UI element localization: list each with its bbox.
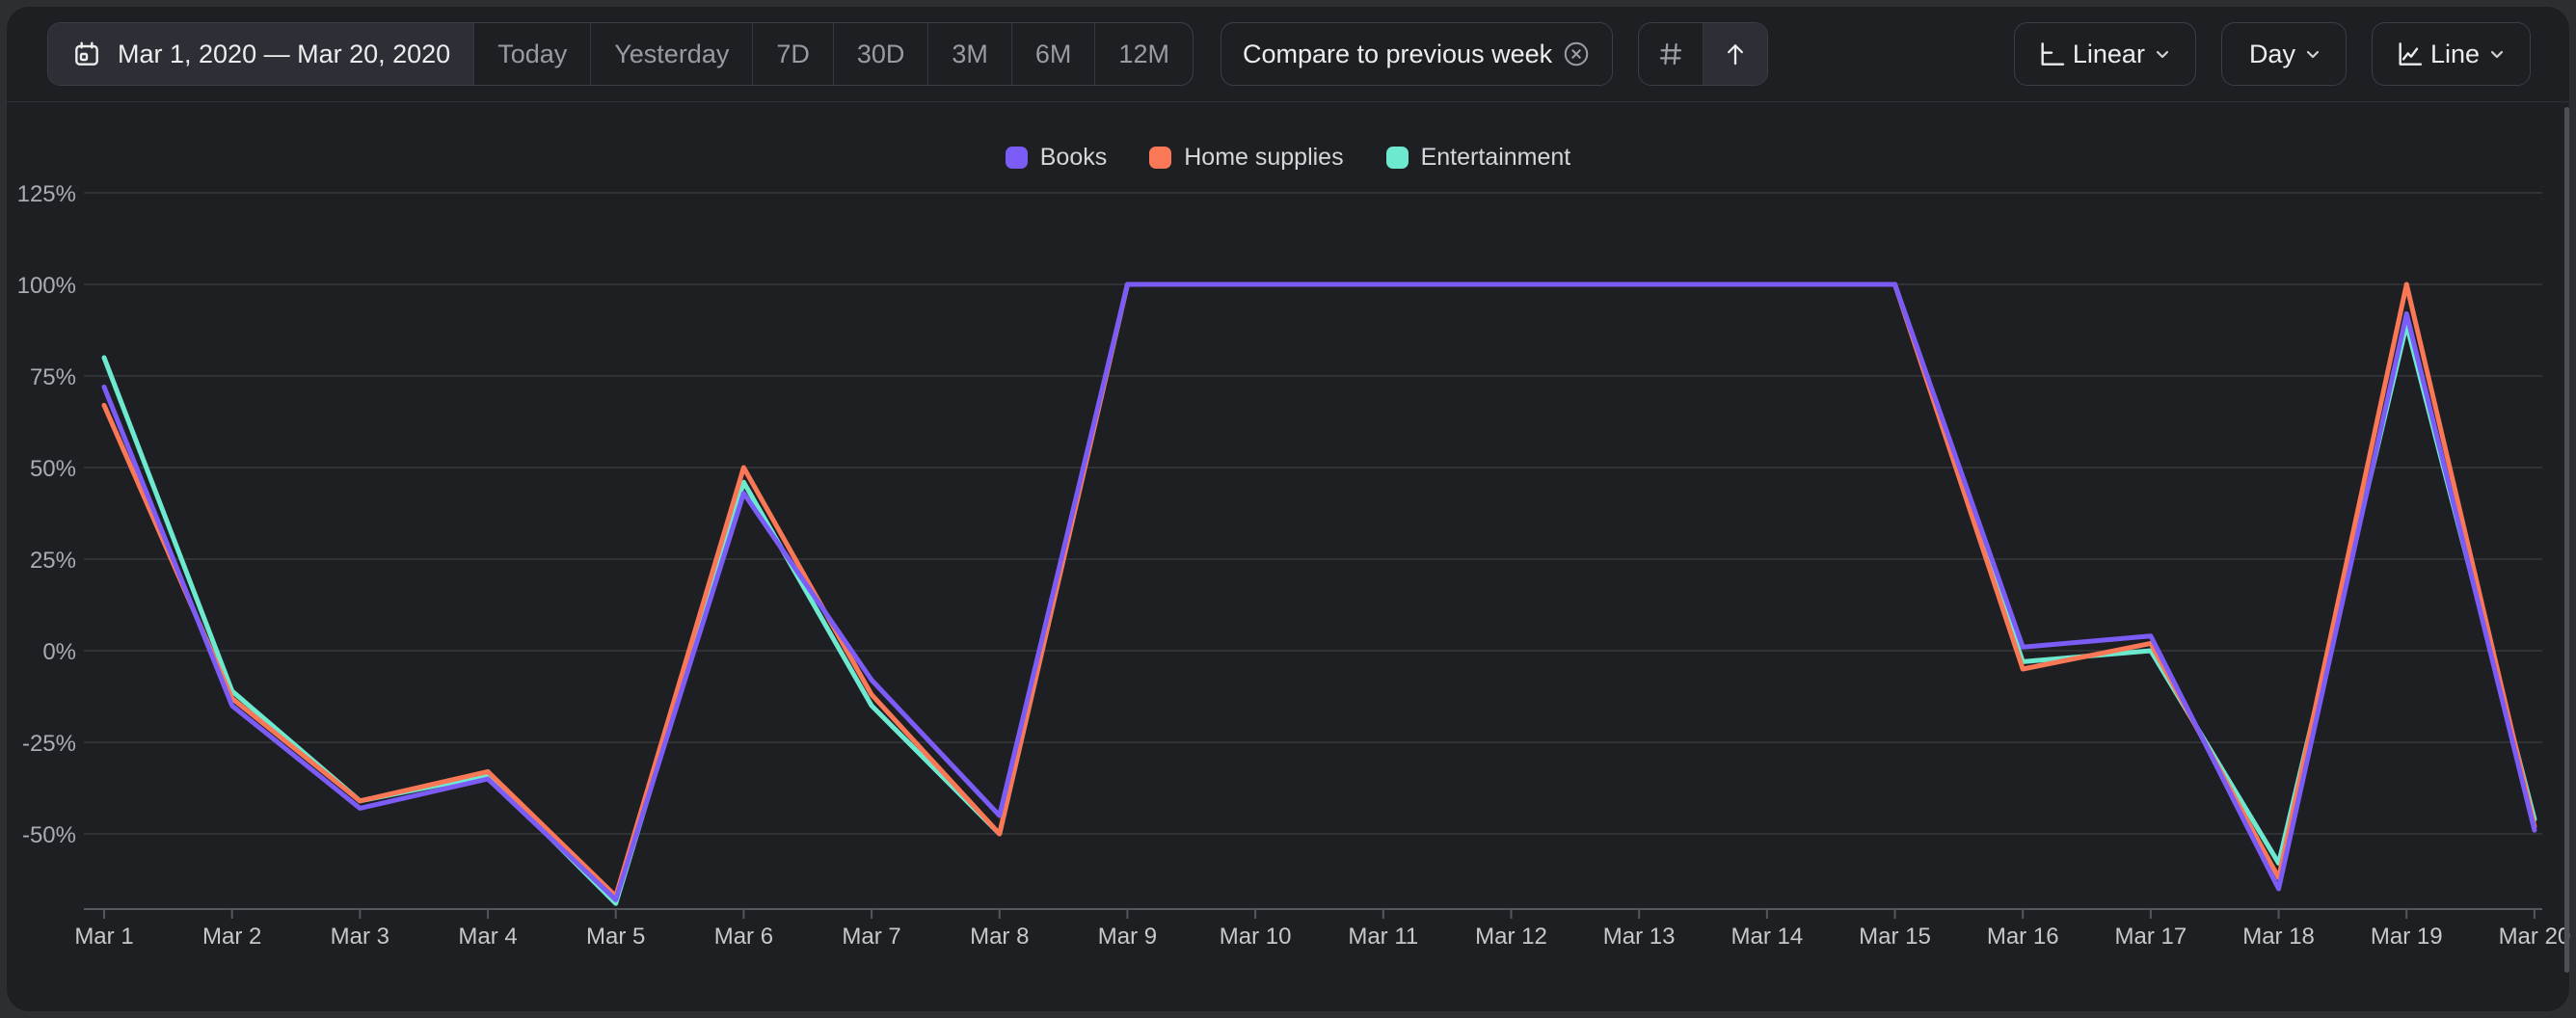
x-axis-tick-label: Mar 18 bbox=[2242, 924, 2315, 950]
x-axis-tick-label: Mar 11 bbox=[1348, 924, 1418, 950]
x-axis-tick-label: Mar 8 bbox=[970, 924, 1029, 950]
granularity-label: Day bbox=[2248, 39, 2295, 68]
x-axis-tick-label: Mar 16 bbox=[1987, 924, 2059, 950]
calendar-icon bbox=[71, 39, 102, 69]
grid-toggle-button[interactable] bbox=[1639, 23, 1704, 85]
y-axis-tick-label: 25% bbox=[30, 548, 76, 574]
y-axis-tick-label: 0% bbox=[42, 639, 76, 665]
series-line-entertainment[interactable] bbox=[101, 281, 2537, 906]
scale-dropdown[interactable]: Linear bbox=[2013, 22, 2196, 86]
line-chart-icon bbox=[2394, 39, 2425, 69]
chart-type-label: Line bbox=[2429, 39, 2480, 68]
x-axis-tick-label: Mar 2 bbox=[202, 924, 261, 950]
x-axis-tick-label: Mar 17 bbox=[2115, 924, 2187, 950]
display-toggle-group bbox=[1638, 22, 1769, 86]
close-circle-icon[interactable] bbox=[1562, 40, 1591, 68]
x-axis-tick-label: Mar 1 bbox=[74, 924, 133, 950]
scale-label: Linear bbox=[2072, 39, 2145, 68]
legend-item[interactable]: Home supplies bbox=[1149, 144, 1344, 172]
chevron-down-icon bbox=[2151, 42, 2174, 66]
preset-3m[interactable]: 3M bbox=[928, 23, 1012, 85]
x-axis-tick-label: Mar 5 bbox=[586, 924, 645, 950]
axis-icon bbox=[2036, 39, 2067, 69]
line-chart: 125% 100% 75% 50% 25% 0% -25% -50% Mar 1 Mar 2 Mar… bbox=[17, 181, 2571, 950]
x-axis-tick-label: Mar 3 bbox=[331, 924, 389, 950]
x-axis-tick-label: Mar 15 bbox=[1859, 924, 1931, 950]
x-axis-tick-label: Mar 4 bbox=[458, 924, 517, 950]
legend-swatch bbox=[1149, 147, 1172, 169]
toolbar-left-group: Mar 1, 2020 — Mar 20, 2020 Today Yesterda… bbox=[47, 22, 1769, 86]
sort-ascending-button[interactable] bbox=[1704, 23, 1768, 85]
preset-yesterday[interactable]: Yesterday bbox=[591, 23, 754, 85]
compare-label: Compare to previous week bbox=[1242, 39, 1553, 68]
y-axis-tick-label: -50% bbox=[22, 822, 76, 848]
preset-6m[interactable]: 6M bbox=[1012, 23, 1096, 85]
date-range-group: Mar 1, 2020 — Mar 20, 2020 Today Yesterda… bbox=[47, 22, 1194, 86]
preset-7d[interactable]: 7D bbox=[753, 23, 834, 85]
x-axis-tick-label: Mar 7 bbox=[842, 924, 900, 950]
y-axis-tick-label: 75% bbox=[30, 364, 76, 390]
x-axis-tick-label: Mar 9 bbox=[1098, 924, 1157, 950]
y-axis-tick-label: 100% bbox=[17, 273, 76, 299]
preset-12m[interactable]: 12M bbox=[1095, 23, 1193, 85]
chevron-down-icon bbox=[2301, 42, 2324, 66]
legend-label: Home supplies bbox=[1184, 144, 1344, 171]
preset-30d[interactable]: 30D bbox=[834, 23, 929, 85]
x-axis-tick-label: Mar 19 bbox=[2371, 924, 2443, 950]
arrow-up-icon bbox=[1721, 40, 1750, 68]
chart-type-dropdown[interactable]: Line bbox=[2371, 22, 2531, 86]
y-axis-tick-label: -25% bbox=[22, 731, 76, 757]
x-axis-tick-label: Mar 12 bbox=[1475, 924, 1547, 950]
chart-panel: Mar 1, 2020 — Mar 20, 2020 Today Yesterda… bbox=[6, 6, 2570, 1012]
x-axis-tick-label: Mar 13 bbox=[1603, 924, 1676, 950]
legend-swatch bbox=[1385, 147, 1409, 169]
legend-item[interactable]: Books bbox=[1005, 144, 1108, 172]
preset-buttons: Today Yesterday 7D 30D 3M 6M 12M bbox=[474, 23, 1193, 85]
x-axis-tick-label: Mar 10 bbox=[1220, 924, 1292, 950]
legend-label: Entertainment bbox=[1420, 144, 1571, 171]
x-axis-tick-label: Mar 14 bbox=[1731, 924, 1803, 950]
grid-icon bbox=[1656, 40, 1685, 68]
legend-item[interactable]: Entertainment bbox=[1385, 144, 1571, 172]
legend-label: Books bbox=[1039, 144, 1108, 171]
vertical-scrollbar[interactable] bbox=[2564, 107, 2569, 973]
x-axis-tick-label: Mar 6 bbox=[714, 924, 773, 950]
legend-swatch bbox=[1005, 147, 1028, 169]
y-axis-tick-label: 50% bbox=[30, 456, 76, 482]
granularity-dropdown[interactable]: Day bbox=[2220, 22, 2347, 86]
compare-button[interactable]: Compare to previous week bbox=[1220, 22, 1614, 86]
chart-legend: Books Home supplies Entertainment bbox=[7, 144, 2569, 172]
y-axis-tick-label: 125% bbox=[17, 181, 76, 207]
toolbar-right-group: Linear Day bbox=[1989, 22, 2531, 86]
date-range-button[interactable]: Mar 1, 2020 — Mar 20, 2020 bbox=[48, 23, 475, 85]
x-axis-tick-label: Mar 20 bbox=[2499, 924, 2571, 950]
toolbar-divider bbox=[7, 101, 2569, 102]
chevron-down-icon bbox=[2485, 42, 2509, 66]
preset-today[interactable]: Today bbox=[474, 23, 592, 85]
series-line-books[interactable] bbox=[101, 281, 2537, 902]
date-range-label: Mar 1, 2020 — Mar 20, 2020 bbox=[118, 39, 451, 68]
toolbar: Mar 1, 2020 — Mar 20, 2020 Today Yesterda… bbox=[7, 7, 2569, 101]
